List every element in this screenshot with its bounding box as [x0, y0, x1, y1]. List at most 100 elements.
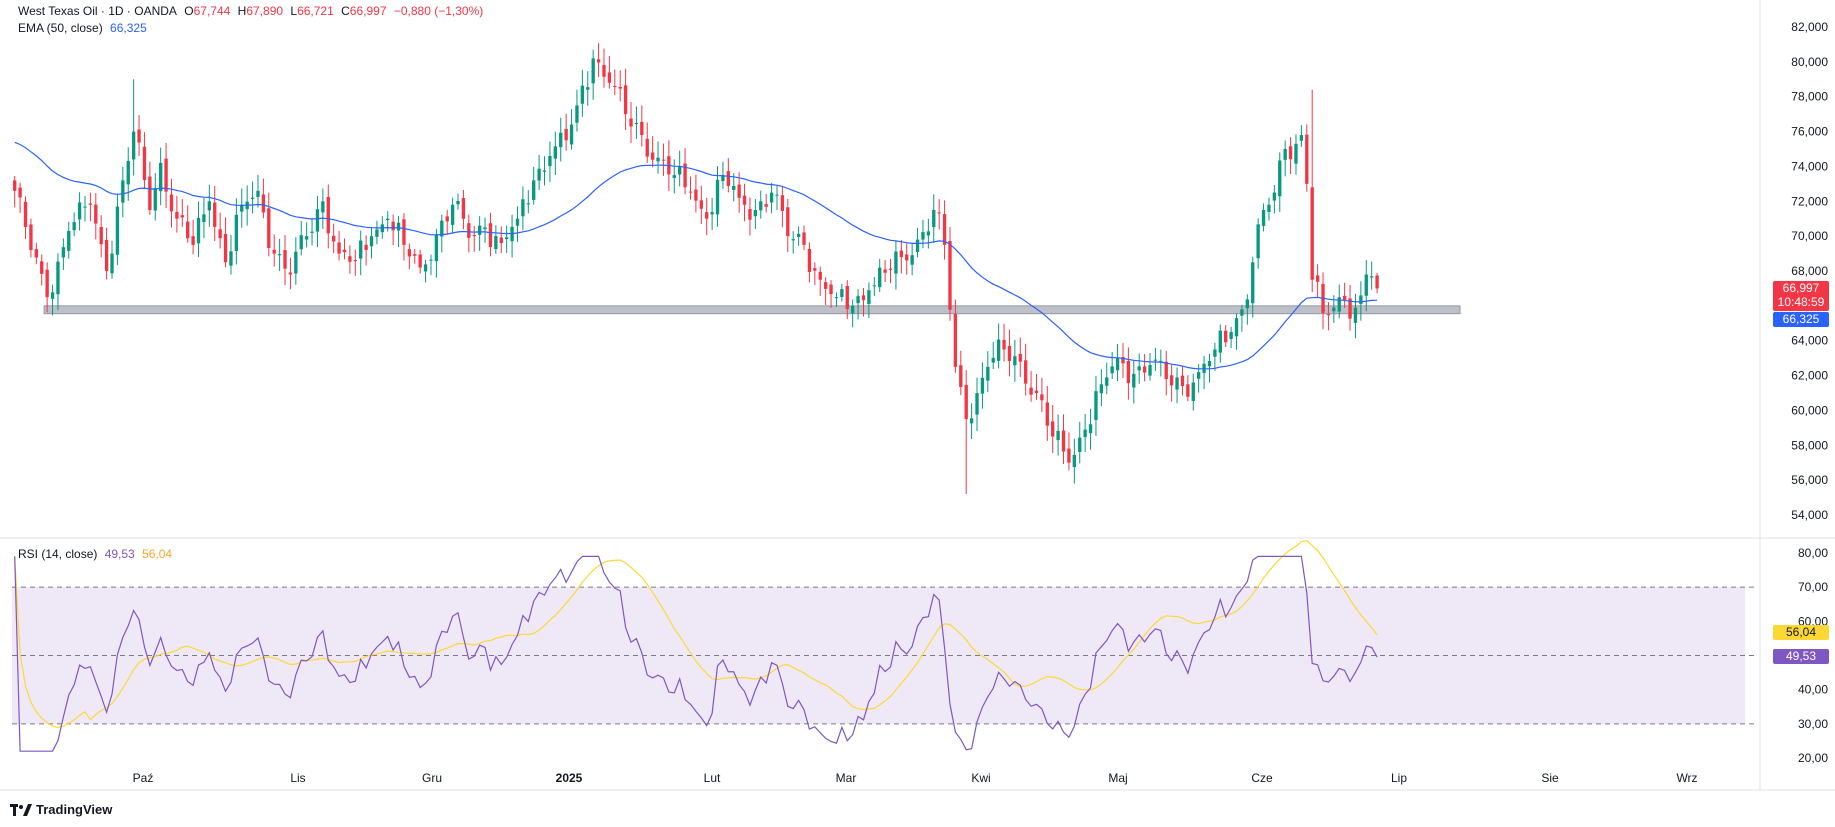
candle-body	[705, 212, 709, 219]
candle	[613, 69, 617, 96]
candle	[1051, 404, 1055, 454]
candle-body	[883, 269, 887, 273]
candle	[434, 228, 439, 278]
candle	[759, 190, 763, 219]
candle-body	[445, 216, 449, 222]
candle-body	[450, 204, 455, 225]
candle	[1056, 414, 1060, 456]
candle-body	[532, 180, 536, 200]
candle	[213, 185, 217, 242]
price-axis: 82,000 80,000 78,000 76,000 74,000 72,000 70,0…	[1791, 20, 1828, 765]
candle	[1272, 185, 1277, 214]
candle-body	[683, 163, 687, 188]
candle	[537, 154, 541, 190]
candle-body	[607, 72, 612, 83]
candle-body	[872, 285, 876, 287]
candle-body	[780, 195, 785, 211]
candle-body	[921, 232, 925, 240]
candle	[510, 214, 514, 258]
candle	[921, 219, 925, 249]
candle	[937, 199, 941, 230]
candle	[618, 70, 622, 102]
ema-legend: EMA (50, close) 66,325	[18, 21, 151, 35]
candle-body	[829, 284, 833, 295]
candle-body	[67, 230, 71, 251]
candle-body	[364, 244, 368, 250]
candle	[131, 79, 136, 176]
candle-body	[548, 155, 552, 167]
ohlc-low: L66,721	[290, 4, 333, 18]
time-tick-label: Mar	[836, 771, 857, 785]
tradingview-logo[interactable]: TradingView	[10, 802, 112, 817]
candle-body	[650, 152, 655, 160]
candle	[1105, 362, 1109, 395]
candle	[634, 106, 639, 139]
candle	[748, 197, 752, 236]
candle	[878, 258, 882, 292]
rsi-tick-label: 70,00	[1798, 580, 1828, 594]
candle	[953, 299, 958, 373]
time-tick-label: Lip	[1391, 771, 1407, 785]
candle	[1186, 375, 1190, 402]
candle-body	[299, 235, 303, 250]
candle-body	[1294, 143, 1298, 164]
candle-body	[23, 201, 28, 227]
ohlc-open: O67,744	[184, 4, 230, 18]
price-tick-label: 76,000	[1791, 125, 1828, 139]
candle	[218, 212, 222, 249]
candle-body	[283, 250, 287, 269]
candle	[164, 143, 168, 208]
candle-body	[1023, 360, 1028, 384]
candle	[456, 193, 460, 210]
candle	[872, 277, 876, 296]
candle-body	[56, 261, 60, 295]
candle	[40, 254, 44, 286]
candle-body	[580, 85, 585, 104]
ohlc-close: C66,997	[341, 4, 386, 18]
candle	[337, 230, 341, 261]
candle-body	[413, 254, 417, 256]
candle	[148, 161, 152, 215]
candle	[169, 178, 174, 228]
candle-body	[402, 219, 406, 245]
candle	[791, 231, 795, 254]
candle-body	[196, 217, 201, 244]
candle	[850, 299, 855, 328]
candle	[272, 234, 276, 267]
candle	[386, 211, 390, 232]
candle-body	[1029, 387, 1033, 395]
ohlc-high: H67,890	[238, 4, 283, 18]
candle	[1061, 414, 1066, 464]
candle-body	[1224, 330, 1228, 343]
candle	[1234, 313, 1239, 350]
candle	[1002, 323, 1006, 362]
candle-body	[456, 200, 460, 205]
candle-body	[434, 234, 439, 262]
candle-body	[721, 175, 725, 182]
candle-body	[878, 267, 882, 288]
candle-body	[213, 202, 217, 227]
candle	[672, 159, 676, 194]
candle-body	[83, 206, 87, 208]
change-value: −0,880 (−1,30%)	[393, 4, 484, 18]
candle	[894, 241, 898, 290]
candle-body	[840, 289, 844, 297]
grid	[0, 0, 1835, 791]
candle	[94, 193, 98, 240]
candle	[99, 215, 103, 258]
candle-body	[786, 207, 790, 237]
candle-body	[461, 198, 466, 219]
candle	[780, 186, 785, 228]
candle-body	[1196, 372, 1201, 379]
candle-body	[515, 218, 520, 226]
candle	[294, 237, 298, 285]
open-label: O	[184, 4, 194, 18]
candle	[1099, 369, 1104, 407]
candle-body	[407, 249, 412, 257]
candle-body	[1348, 298, 1352, 319]
candle-body	[331, 235, 336, 242]
price-tick-label: 72,000	[1791, 194, 1828, 208]
candle-body	[613, 85, 617, 87]
price-tick-label: 68,000	[1791, 264, 1828, 278]
